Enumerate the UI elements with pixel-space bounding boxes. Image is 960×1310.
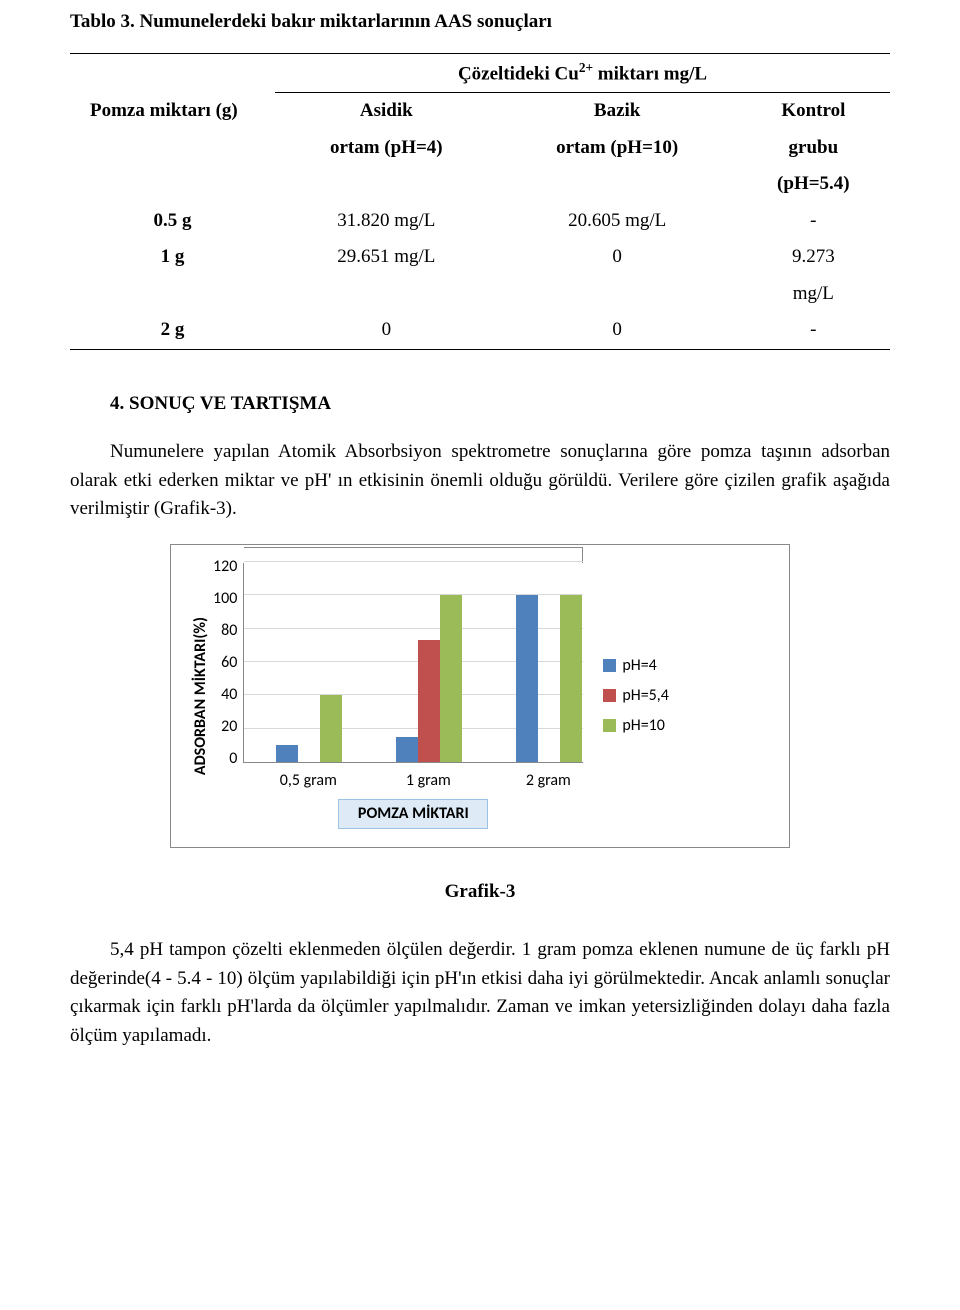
table-cell — [498, 276, 737, 313]
chart-bar — [320, 695, 342, 762]
chart-bar — [396, 737, 418, 762]
chart-frame: ADSORBAN MİKTARI(%) 120100806040200 0,5 … — [170, 544, 790, 848]
paragraph-1: Numunelere yapılan Atomik Absorbsiyon sp… — [70, 438, 890, 524]
col-asidik-sub: ortam (pH=4) — [275, 130, 498, 167]
table-cell: 29.651 mg/L — [275, 239, 498, 276]
chart-yaxis-ticks: 120100806040200 — [213, 555, 243, 771]
col-kontrol-sub: grubu — [737, 130, 890, 167]
table-cell: 0 — [275, 312, 498, 349]
col-kontrol-sub2: (pH=5.4) — [737, 166, 890, 203]
chart-bar — [560, 595, 582, 762]
legend-item: pH=5,4 — [603, 684, 669, 708]
table-cell: - — [737, 203, 890, 240]
section-heading: 4. SONUÇ VE TARTIŞMA — [110, 390, 890, 419]
data-table: Çözeltideki Cu2+ miktarı mg/L Pomza mikt… — [70, 53, 890, 350]
chart-bar — [276, 745, 298, 762]
chart-xaxis-ticks: 0,5 gram1 gram2 gram — [243, 769, 583, 789]
col-bazik-sub: ortam (pH=10) — [498, 130, 737, 167]
col-kontrol: Kontrol — [737, 93, 890, 130]
chart-xlabel: POMZA MİKTARI — [338, 799, 488, 829]
col-asidik: Asidik — [275, 93, 498, 130]
chart-bar — [516, 595, 538, 762]
legend-item: pH=4 — [603, 654, 669, 678]
table-cell — [70, 276, 275, 313]
table-cell: 0 — [498, 239, 737, 276]
chart-bar — [440, 595, 462, 762]
col-bazik: Bazik — [498, 93, 737, 130]
table-cell: 20.605 mg/L — [498, 203, 737, 240]
spanning-header: Çözeltideki Cu2+ miktarı mg/L — [275, 53, 890, 93]
chart-ylabel: ADSORBAN MİKTARI(%) — [185, 617, 213, 775]
table-cell: mg/L — [737, 276, 890, 313]
table-cell — [275, 276, 498, 313]
col-pomza: Pomza miktarı (g) — [70, 93, 275, 130]
chart-bar — [418, 640, 440, 762]
chart-legend: pH=4 pH=5,4 pH=10 — [603, 648, 669, 744]
table-cell: 31.820 mg/L — [275, 203, 498, 240]
table-cell: - — [737, 312, 890, 349]
table-cell: 2 g — [70, 312, 275, 349]
table-cell: 1 g — [70, 239, 275, 276]
table-title: Tablo 3. Numunelerdeki bakır miktarların… — [70, 8, 890, 37]
table-cell: 0.5 g — [70, 203, 275, 240]
chart-caption: Grafik-3 — [70, 878, 890, 907]
table-cell: 0 — [498, 312, 737, 349]
chart-plot — [243, 563, 583, 763]
table-cell: 9.273 — [737, 239, 890, 276]
legend-item: pH=10 — [603, 714, 669, 738]
paragraph-2: 5,4 pH tampon çözelti eklenmeden ölçülen… — [70, 936, 890, 1050]
